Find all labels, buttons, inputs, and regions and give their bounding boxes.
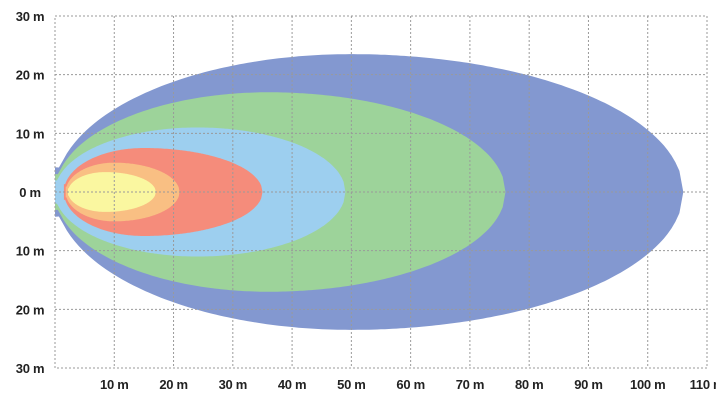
- x-tick-label: 30 m: [219, 377, 247, 392]
- x-tick-label: 50 m: [337, 377, 365, 392]
- y-tick-label: 20 m: [16, 68, 44, 83]
- x-axis-ticks: 10 m 20 m 30 m 40 m 50 m 60 m 70 m 80 m 90 m 100 …: [100, 377, 716, 392]
- x-tick-label: 80 m: [515, 377, 543, 392]
- y-tick-label: 10 m: [16, 126, 44, 141]
- y-tick-label: 30 m: [16, 361, 44, 376]
- x-tick-label: 100 m: [630, 377, 665, 392]
- y-tick-label: 20 m: [16, 302, 44, 317]
- y-tick-label: 0 m: [19, 185, 41, 200]
- x-tick-label: 10 m: [100, 377, 128, 392]
- x-tick-label: 90 m: [574, 377, 602, 392]
- y-tick-label: 10 m: [16, 244, 44, 259]
- x-tick-label: 110 m: [690, 377, 716, 392]
- beam-areas: [55, 54, 684, 330]
- x-tick-label: 40 m: [278, 377, 306, 392]
- x-tick-label: 60 m: [396, 377, 424, 392]
- x-tick-label: 70 m: [456, 377, 484, 392]
- y-tick-label: 30 m: [16, 9, 44, 24]
- plot-frame: [54, 15, 708, 369]
- x-tick-label: 20 m: [159, 377, 187, 392]
- y-axis-ticks: 30 m 20 m 10 m 0 m 10 m 20 m 30 m: [16, 9, 45, 376]
- chart-grid: [54, 15, 708, 369]
